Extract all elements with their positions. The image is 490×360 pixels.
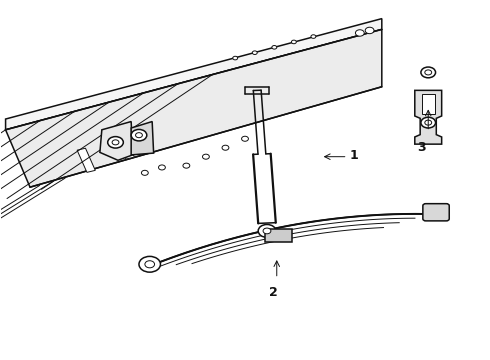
- Circle shape: [425, 120, 432, 125]
- Circle shape: [355, 30, 364, 36]
- Polygon shape: [116, 135, 134, 159]
- Polygon shape: [131, 122, 154, 155]
- FancyBboxPatch shape: [266, 229, 292, 242]
- Circle shape: [108, 136, 123, 148]
- Polygon shape: [77, 148, 95, 172]
- Circle shape: [131, 130, 147, 141]
- Circle shape: [112, 140, 119, 145]
- Circle shape: [222, 145, 229, 150]
- Polygon shape: [100, 122, 133, 160]
- Text: 3: 3: [417, 140, 426, 154]
- Circle shape: [311, 35, 316, 39]
- Polygon shape: [421, 94, 435, 114]
- Circle shape: [263, 228, 271, 234]
- FancyBboxPatch shape: [423, 204, 449, 221]
- Circle shape: [202, 154, 209, 159]
- Circle shape: [421, 117, 436, 128]
- Circle shape: [159, 165, 165, 170]
- Circle shape: [145, 261, 154, 268]
- Polygon shape: [5, 30, 382, 187]
- Text: 1: 1: [350, 149, 359, 162]
- Circle shape: [272, 45, 277, 49]
- Circle shape: [183, 163, 190, 168]
- Circle shape: [258, 225, 276, 237]
- Circle shape: [242, 136, 248, 141]
- Circle shape: [142, 170, 148, 175]
- Polygon shape: [415, 90, 441, 144]
- Text: 2: 2: [269, 286, 278, 299]
- Circle shape: [365, 27, 374, 34]
- Circle shape: [252, 51, 257, 54]
- Circle shape: [292, 40, 296, 44]
- Circle shape: [233, 56, 238, 60]
- Circle shape: [425, 70, 432, 75]
- Circle shape: [139, 256, 160, 272]
- Polygon shape: [5, 19, 382, 130]
- Circle shape: [136, 133, 143, 138]
- Circle shape: [421, 67, 436, 78]
